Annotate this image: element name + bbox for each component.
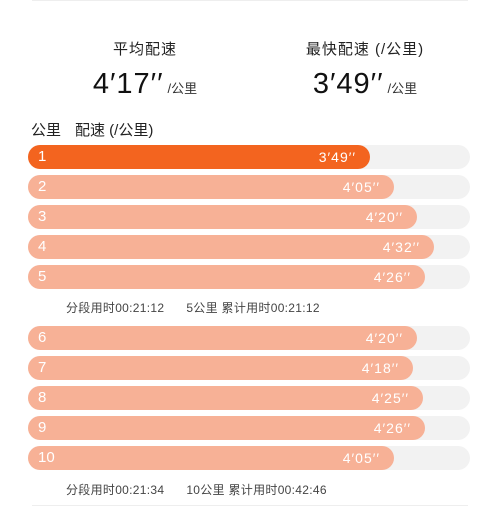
pace-bar (28, 265, 425, 289)
row-km-label: 10 (38, 449, 55, 466)
pace-row[interactable]: 4 4′32′′ (28, 235, 470, 259)
pace-row[interactable]: 8 4′25′′ (28, 386, 470, 410)
pace-row[interactable]: 5 4′26′′ (28, 265, 470, 289)
best-pace-label: 最快配速 (/公里) (305, 41, 425, 58)
row-pace-value: 4′18′′ (361, 360, 399, 376)
pace-rows-segment-2: 6 4′20′′ 7 4′18′′ 8 4′25′′ 9 4′26′′ 10 4′05′′ (28, 326, 470, 476)
pace-row[interactable]: 1 3′49′′ (28, 145, 470, 169)
header-km: 公里 (31, 122, 62, 139)
pace-row[interactable]: 10 4′05′′ (28, 446, 470, 470)
row-km-label: 5 (38, 268, 47, 285)
best-pace-unit: /公里 (387, 81, 418, 96)
row-km-label: 7 (38, 359, 47, 376)
row-pace-value: 3′49′′ (318, 149, 356, 165)
row-pace-value: 4′20′′ (365, 330, 403, 346)
segment-cumulative-time: 5公里 累计用时00:21:12 (186, 301, 320, 315)
row-pace-value: 4′32′′ (382, 239, 420, 255)
row-km-label: 1 (38, 148, 47, 165)
pace-rows-segment-1: 1 3′49′′ 2 4′05′′ 3 4′20′′ 4 4′32′′ 5 4′26′′ (28, 145, 470, 295)
segment-cumulative-time: 10公里 累计用时00:42:46 (186, 483, 327, 497)
header-pace: 配速 (/公里) (75, 122, 154, 139)
pace-bar (28, 386, 423, 410)
pace-row[interactable]: 3 4′20′′ (28, 205, 470, 229)
pace-row[interactable]: 2 4′05′′ (28, 175, 470, 199)
pace-bar (28, 175, 394, 199)
row-pace-value: 4′20′′ (365, 209, 403, 225)
segment-split-time: 分段用时00:21:34 (66, 483, 165, 497)
row-pace-value: 4′25′′ (371, 390, 409, 406)
row-km-label: 3 (38, 208, 47, 225)
average-pace-unit: /公里 (167, 81, 198, 96)
row-pace-value: 4′26′′ (373, 269, 411, 285)
row-km-label: 2 (38, 178, 47, 195)
best-pace-stat: 最快配速 (/公里) 3′49′′ /公里 (275, 38, 455, 101)
row-km-label: 8 (38, 389, 47, 406)
top-divider (32, 0, 468, 1)
pace-row[interactable]: 6 4′20′′ (28, 326, 470, 350)
row-km-label: 4 (38, 238, 47, 255)
segment-summary: 分段用时00:21:34 10公里 累计用时00:42:46 (66, 481, 327, 498)
row-pace-value: 4′26′′ (373, 420, 411, 436)
average-pace-value: 4′17′′ (92, 68, 164, 100)
segment-split-time: 分段用时00:21:12 (66, 301, 165, 315)
bottom-divider (32, 505, 468, 506)
best-pace-value: 3′49′′ (312, 68, 384, 100)
pace-bar (28, 356, 413, 380)
average-pace-label: 平均配速 (112, 41, 177, 58)
row-km-label: 9 (38, 419, 47, 436)
row-pace-value: 4′05′′ (342, 450, 380, 466)
pace-bar (28, 416, 425, 440)
pace-bar (28, 326, 417, 350)
pace-bar (28, 235, 434, 259)
row-pace-value: 4′05′′ (342, 179, 380, 195)
segment-summary: 分段用时00:21:12 5公里 累计用时00:21:12 (66, 299, 320, 316)
pace-bar (28, 446, 394, 470)
pace-bar (28, 205, 417, 229)
pace-bar-best (28, 145, 370, 169)
pace-row[interactable]: 9 4′26′′ (28, 416, 470, 440)
average-pace-stat: 平均配速 4′17′′ /公里 (55, 38, 235, 101)
pace-table-header: 公里 配速 (/公里) (31, 119, 167, 140)
row-km-label: 6 (38, 329, 47, 346)
pace-row[interactable]: 7 4′18′′ (28, 356, 470, 380)
